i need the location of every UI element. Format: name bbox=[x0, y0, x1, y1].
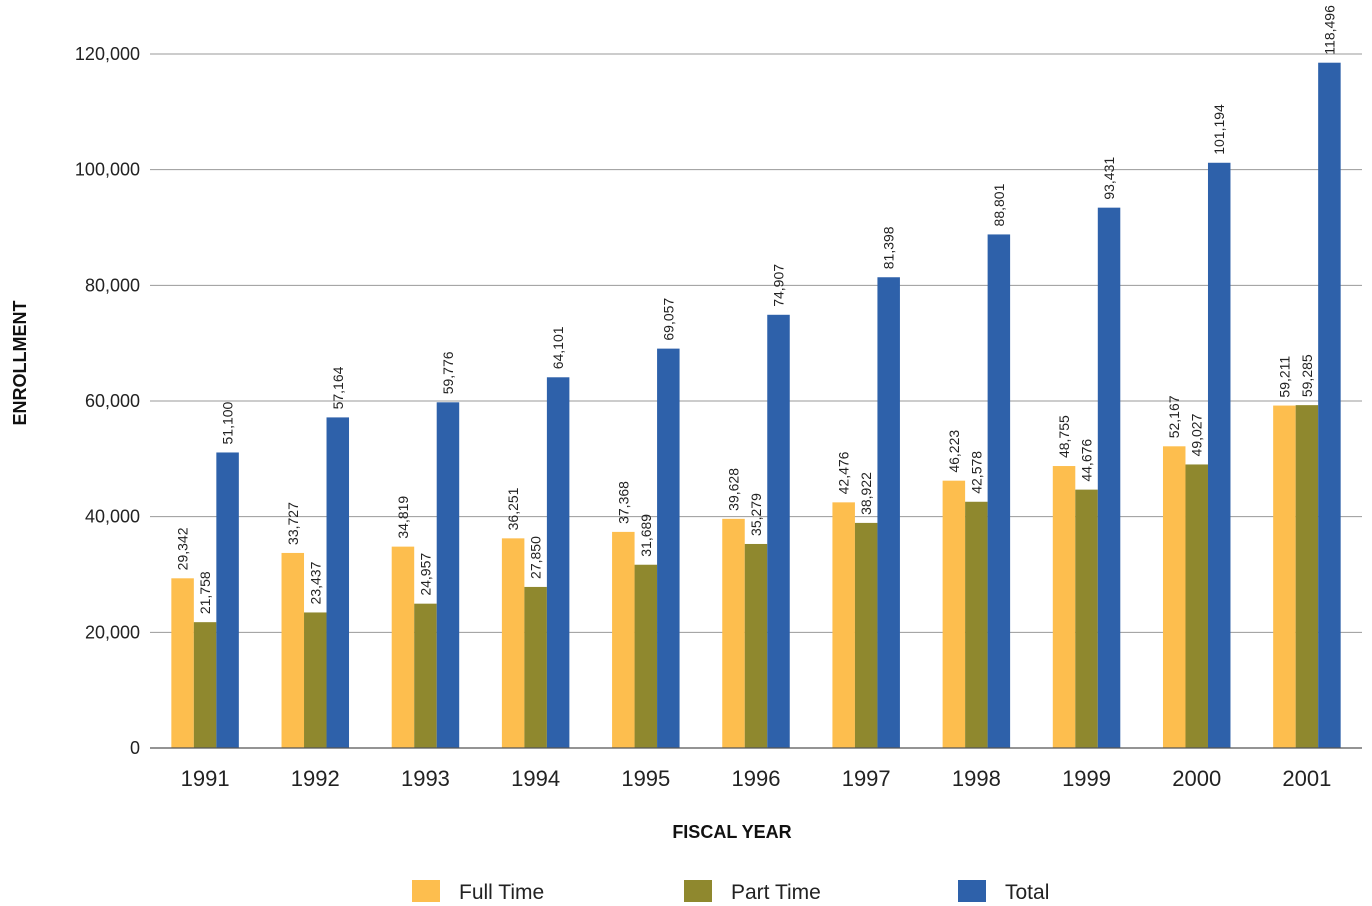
bar-total bbox=[1318, 62, 1341, 749]
bar-part-time bbox=[1295, 405, 1319, 748]
data-label: 29,342 bbox=[175, 527, 191, 570]
bar-part-time bbox=[744, 543, 768, 748]
data-label: 38,922 bbox=[858, 472, 874, 515]
y-tick-label: 20,000 bbox=[85, 622, 140, 642]
legend-label: Full Time bbox=[459, 881, 544, 904]
bar-part-time bbox=[414, 603, 437, 748]
bar-part-time bbox=[524, 586, 547, 748]
x-tick-label: 1991 bbox=[181, 766, 230, 791]
data-label: 31,689 bbox=[638, 514, 654, 557]
y-axis-ticks: 0 20,000 40,000 60,000 80,000 100,000 120,000 bbox=[75, 44, 140, 758]
y-tick-label: 120,000 bbox=[75, 44, 140, 64]
data-label: 118,496 bbox=[1321, 5, 1337, 55]
y-tick-label: 0 bbox=[130, 738, 140, 758]
data-label: 52,167 bbox=[1166, 395, 1182, 438]
data-label: 27,850 bbox=[528, 536, 544, 579]
legend-label: Part Time bbox=[731, 881, 821, 904]
x-axis-ticks: 1991 1992 1993 1994 1995 1996 1997 1998 1999 2000… bbox=[181, 766, 1332, 791]
data-label: 42,476 bbox=[836, 451, 852, 494]
data-label: 21,758 bbox=[197, 571, 213, 614]
x-tick-label: 1998 bbox=[952, 766, 1001, 791]
data-label: 51,100 bbox=[220, 401, 236, 444]
data-labels: 29,342 21,758 51,100 33,727 23,437 57,164 34,8… bbox=[175, 5, 1338, 614]
data-label: 39,628 bbox=[726, 468, 742, 511]
bar-total bbox=[436, 402, 460, 748]
x-tick-label: 1997 bbox=[842, 766, 891, 791]
bar-part-time bbox=[634, 564, 658, 748]
x-axis-title: FISCAL YEAR bbox=[672, 822, 791, 842]
bar-part-time bbox=[854, 522, 878, 748]
legend-label: Total bbox=[1005, 881, 1049, 904]
bar-full-time bbox=[942, 480, 966, 748]
data-label: 64,101 bbox=[550, 326, 566, 369]
y-tick-label: 60,000 bbox=[85, 391, 140, 411]
bar-part-time bbox=[1075, 489, 1098, 748]
gridlines bbox=[150, 53, 1362, 633]
bar-total bbox=[987, 234, 1011, 749]
data-label: 59,776 bbox=[440, 351, 456, 394]
data-label: 93,431 bbox=[1101, 157, 1117, 200]
bar-full-time bbox=[501, 538, 525, 748]
bar-full-time bbox=[832, 502, 855, 748]
data-label: 33,727 bbox=[285, 502, 301, 545]
data-label: 36,251 bbox=[505, 487, 521, 530]
bar-part-time bbox=[193, 622, 217, 748]
bar-full-time bbox=[1162, 446, 1186, 748]
bar-full-time bbox=[171, 578, 194, 748]
bar-full-time bbox=[722, 518, 745, 748]
bar-total bbox=[767, 314, 790, 748]
data-label: 44,676 bbox=[1079, 439, 1095, 482]
bar-total bbox=[326, 417, 350, 748]
x-tick-label: 2001 bbox=[1282, 766, 1331, 791]
legend-swatch bbox=[958, 880, 986, 902]
data-label: 101,194 bbox=[1211, 104, 1227, 155]
y-tick-label: 80,000 bbox=[85, 275, 140, 295]
legend-swatch bbox=[684, 880, 712, 902]
x-tick-label: 1994 bbox=[511, 766, 560, 791]
data-label: 48,755 bbox=[1056, 415, 1072, 458]
data-label: 74,907 bbox=[771, 264, 787, 307]
data-label: 46,223 bbox=[946, 430, 962, 473]
data-label: 59,211 bbox=[1276, 356, 1292, 398]
bar-full-time bbox=[391, 546, 415, 748]
data-label: 23,437 bbox=[307, 561, 323, 604]
bars bbox=[171, 62, 1341, 749]
bar-part-time bbox=[304, 612, 327, 748]
data-label: 88,801 bbox=[991, 183, 1007, 226]
data-label: 57,164 bbox=[330, 366, 346, 409]
bar-total bbox=[1207, 162, 1231, 749]
bar-full-time bbox=[1052, 466, 1076, 748]
bar-total bbox=[877, 277, 900, 748]
data-label: 59,285 bbox=[1299, 354, 1315, 397]
y-tick-label: 100,000 bbox=[75, 160, 140, 180]
data-label: 35,279 bbox=[748, 493, 764, 536]
data-label: 24,957 bbox=[417, 553, 433, 596]
bar-total bbox=[546, 377, 570, 748]
y-axis-title: ENROLLMENT bbox=[10, 301, 30, 426]
bar-full-time bbox=[612, 531, 635, 748]
bar-full-time bbox=[1273, 405, 1296, 748]
data-label: 69,057 bbox=[660, 298, 676, 341]
bar-total bbox=[657, 348, 680, 748]
legend: Full Time Part Time Total bbox=[412, 880, 1049, 904]
data-label: 49,027 bbox=[1189, 413, 1205, 456]
legend-swatch bbox=[412, 880, 440, 902]
bar-part-time bbox=[965, 501, 988, 748]
x-tick-label: 2000 bbox=[1172, 766, 1221, 791]
bar-total bbox=[216, 452, 239, 748]
x-tick-label: 1993 bbox=[401, 766, 450, 791]
data-label: 37,368 bbox=[615, 481, 631, 524]
data-label: 34,819 bbox=[395, 496, 411, 539]
x-tick-label: 1995 bbox=[621, 766, 670, 791]
y-tick-label: 40,000 bbox=[85, 507, 140, 527]
bar-part-time bbox=[1185, 464, 1208, 748]
x-tick-label: 1996 bbox=[732, 766, 781, 791]
data-label: 81,398 bbox=[881, 226, 897, 269]
data-label: 42,578 bbox=[968, 451, 984, 494]
bar-total bbox=[1097, 207, 1121, 749]
x-tick-label: 1999 bbox=[1062, 766, 1111, 791]
x-tick-label: 1992 bbox=[291, 766, 340, 791]
bar-full-time bbox=[281, 552, 305, 748]
